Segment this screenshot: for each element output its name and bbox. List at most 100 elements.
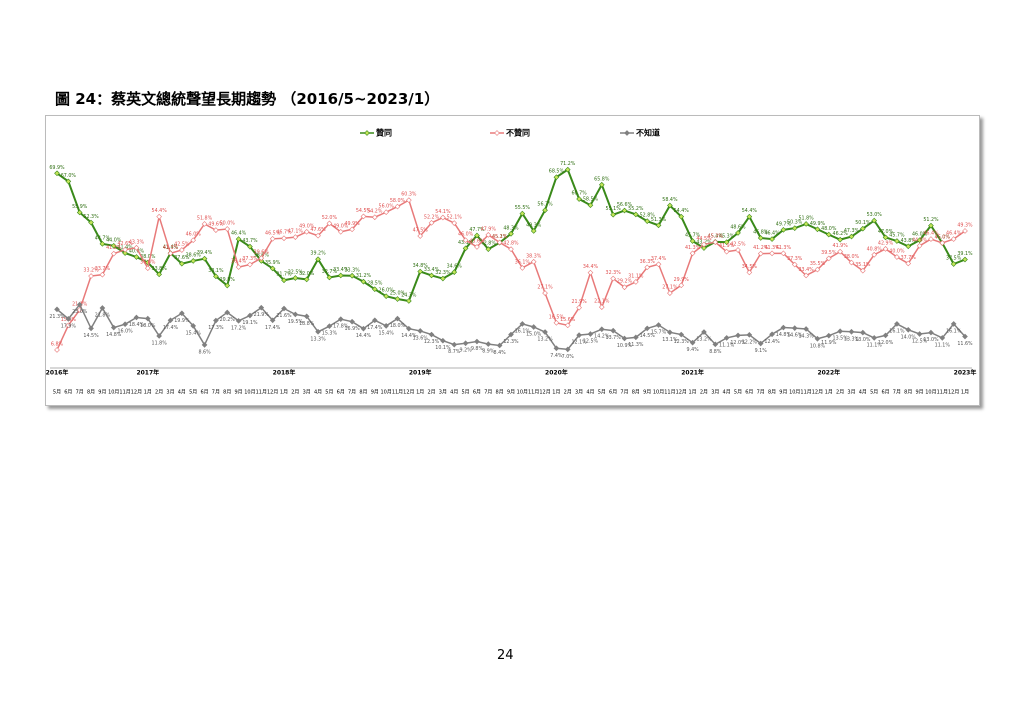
- data-label: 46.7%: [276, 230, 292, 236]
- marker: [88, 273, 94, 279]
- data-label: 49.3%: [526, 222, 542, 228]
- marker: [235, 236, 242, 242]
- data-label: 52.8%: [640, 213, 656, 219]
- marker: [122, 250, 128, 256]
- data-label: 53.0%: [867, 212, 883, 218]
- marker: [156, 271, 162, 278]
- marker: [224, 282, 231, 289]
- data-label: 33.4%: [333, 267, 349, 273]
- marker: [882, 332, 889, 339]
- marker: [837, 328, 843, 335]
- data-label: 48.3%: [503, 225, 519, 231]
- data-label: 23.0%: [72, 309, 88, 315]
- data-label: 12.5%: [583, 339, 599, 345]
- marker: [791, 325, 798, 331]
- marker: [247, 243, 253, 250]
- marker: [485, 341, 492, 347]
- data-label: 45.7%: [889, 233, 905, 239]
- data-label: 46.0%: [186, 232, 202, 238]
- data-label: 51.2%: [923, 217, 939, 223]
- data-label: 34.5%: [742, 264, 758, 270]
- marker: [201, 221, 208, 227]
- data-label: 68.5%: [549, 169, 565, 175]
- marker: [179, 247, 185, 253]
- data-label: 37.3%: [787, 256, 803, 262]
- data-label: 45.3%: [719, 234, 735, 240]
- marker: [213, 317, 219, 324]
- legend-marker: [364, 130, 370, 136]
- marker: [553, 174, 560, 181]
- data-label: 34.8%: [413, 263, 429, 269]
- marker: [928, 222, 934, 229]
- data-label: 54.1%: [435, 209, 451, 215]
- marker: [633, 334, 639, 341]
- marker: [860, 329, 866, 336]
- data-label: 52.1%: [447, 215, 463, 221]
- data-label: 14.4%: [356, 333, 372, 339]
- marker: [530, 324, 537, 330]
- data-label: 34.6%: [447, 264, 463, 270]
- x-tick-label: 7月: [76, 390, 84, 396]
- data-label: 33.8%: [152, 266, 168, 272]
- marker: [644, 264, 651, 271]
- marker: [871, 217, 878, 224]
- data-label: 37.6%: [174, 255, 190, 261]
- x-tick-label: 1月: [280, 390, 288, 396]
- marker: [644, 325, 651, 332]
- data-label: 17.8%: [333, 324, 349, 330]
- marker: [598, 181, 605, 188]
- data-label: 12.4%: [764, 339, 780, 345]
- x-tick-label: 4月: [450, 390, 458, 396]
- data-label: 11.6%: [957, 341, 973, 347]
- data-label: 36.4%: [231, 259, 247, 265]
- marker: [723, 248, 730, 255]
- marker: [519, 321, 526, 327]
- marker: [156, 333, 162, 339]
- marker: [564, 346, 571, 353]
- marker: [315, 328, 321, 335]
- data-label: 55.5%: [515, 205, 531, 211]
- marker: [326, 323, 333, 329]
- data-label: 12.1%: [571, 340, 587, 346]
- data-label: 39.6%: [254, 250, 270, 256]
- data-label: 44.7%: [95, 235, 111, 241]
- data-label: 55.2%: [628, 206, 644, 212]
- x-tick-label: 6月: [881, 390, 889, 396]
- data-label: 11.3%: [628, 342, 644, 348]
- x-tick-label: 10月: [789, 390, 800, 396]
- data-label: 33.2%: [83, 268, 99, 274]
- marker: [701, 241, 707, 248]
- marker: [950, 321, 957, 327]
- marker: [950, 261, 957, 267]
- year-label: 2022年: [817, 369, 840, 377]
- marker: [235, 264, 242, 270]
- data-label: 27.1%: [662, 285, 678, 291]
- data-label: 9.1%: [755, 348, 768, 354]
- marker: [337, 272, 344, 279]
- figure-title: 圖 24：蔡英文總統聲望長期趨勢 （2016/5~2023/1）: [55, 90, 440, 108]
- marker: [814, 335, 821, 342]
- x-tick-label: 2月: [155, 390, 163, 396]
- marker: [905, 260, 912, 267]
- marker: [201, 342, 208, 348]
- marker: [394, 315, 401, 322]
- marker: [939, 335, 946, 341]
- marker: [825, 332, 832, 339]
- marker: [655, 261, 662, 268]
- marker: [962, 333, 968, 340]
- marker: [88, 219, 94, 226]
- marker: [88, 325, 94, 332]
- data-label: 43.1%: [458, 240, 474, 246]
- marker: [928, 329, 934, 336]
- marker: [326, 274, 333, 281]
- data-label: 52.0%: [322, 215, 338, 221]
- marker: [837, 248, 843, 255]
- data-label: 11.9%: [821, 340, 837, 346]
- marker: [519, 210, 526, 217]
- x-tick-label: 5月: [53, 390, 61, 396]
- x-tick-label: 7月: [620, 390, 628, 396]
- marker: [133, 314, 140, 321]
- data-label: 32.3%: [435, 270, 451, 276]
- data-label: 31.2%: [356, 273, 372, 279]
- marker: [825, 255, 832, 262]
